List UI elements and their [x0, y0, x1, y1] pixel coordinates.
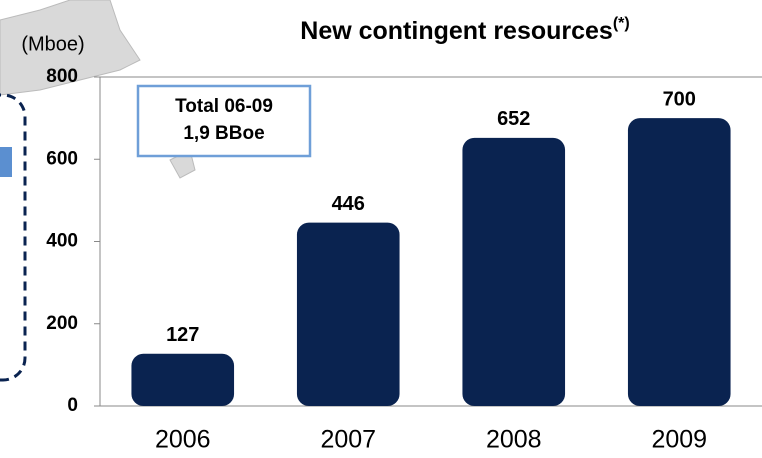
x-tick-label: 2006 — [155, 426, 211, 454]
data-label: 127 — [166, 324, 199, 346]
chart-title: New contingent resources(*) — [300, 15, 629, 44]
x-tick-label: 2007 — [320, 426, 376, 454]
data-label: 652 — [497, 108, 530, 130]
y-tick-label: 0 — [67, 395, 78, 416]
annotation-box — [136, 84, 312, 158]
y-tick-label: 200 — [46, 313, 78, 334]
y-tick-label: 800 — [46, 66, 78, 87]
bar — [627, 118, 731, 406]
annotation: 1,9 BBoe — [183, 123, 264, 144]
annotation: Total 06-09 — [175, 96, 273, 117]
map-shape — [0, 0, 141, 96]
data-label: 700 — [663, 88, 696, 110]
bar — [296, 222, 400, 406]
legend-chip — [0, 147, 12, 177]
y-tick-label: 400 — [46, 231, 78, 252]
bar — [131, 353, 235, 406]
dashed-frame — [0, 93, 27, 382]
x-tick-label: 2009 — [651, 426, 707, 454]
data-label: 446 — [332, 193, 365, 215]
x-tick-label: 2008 — [486, 426, 542, 454]
bar — [462, 137, 566, 407]
y-tick-label: 600 — [46, 148, 78, 169]
y-axis-label: (Mboe) — [21, 33, 84, 55]
